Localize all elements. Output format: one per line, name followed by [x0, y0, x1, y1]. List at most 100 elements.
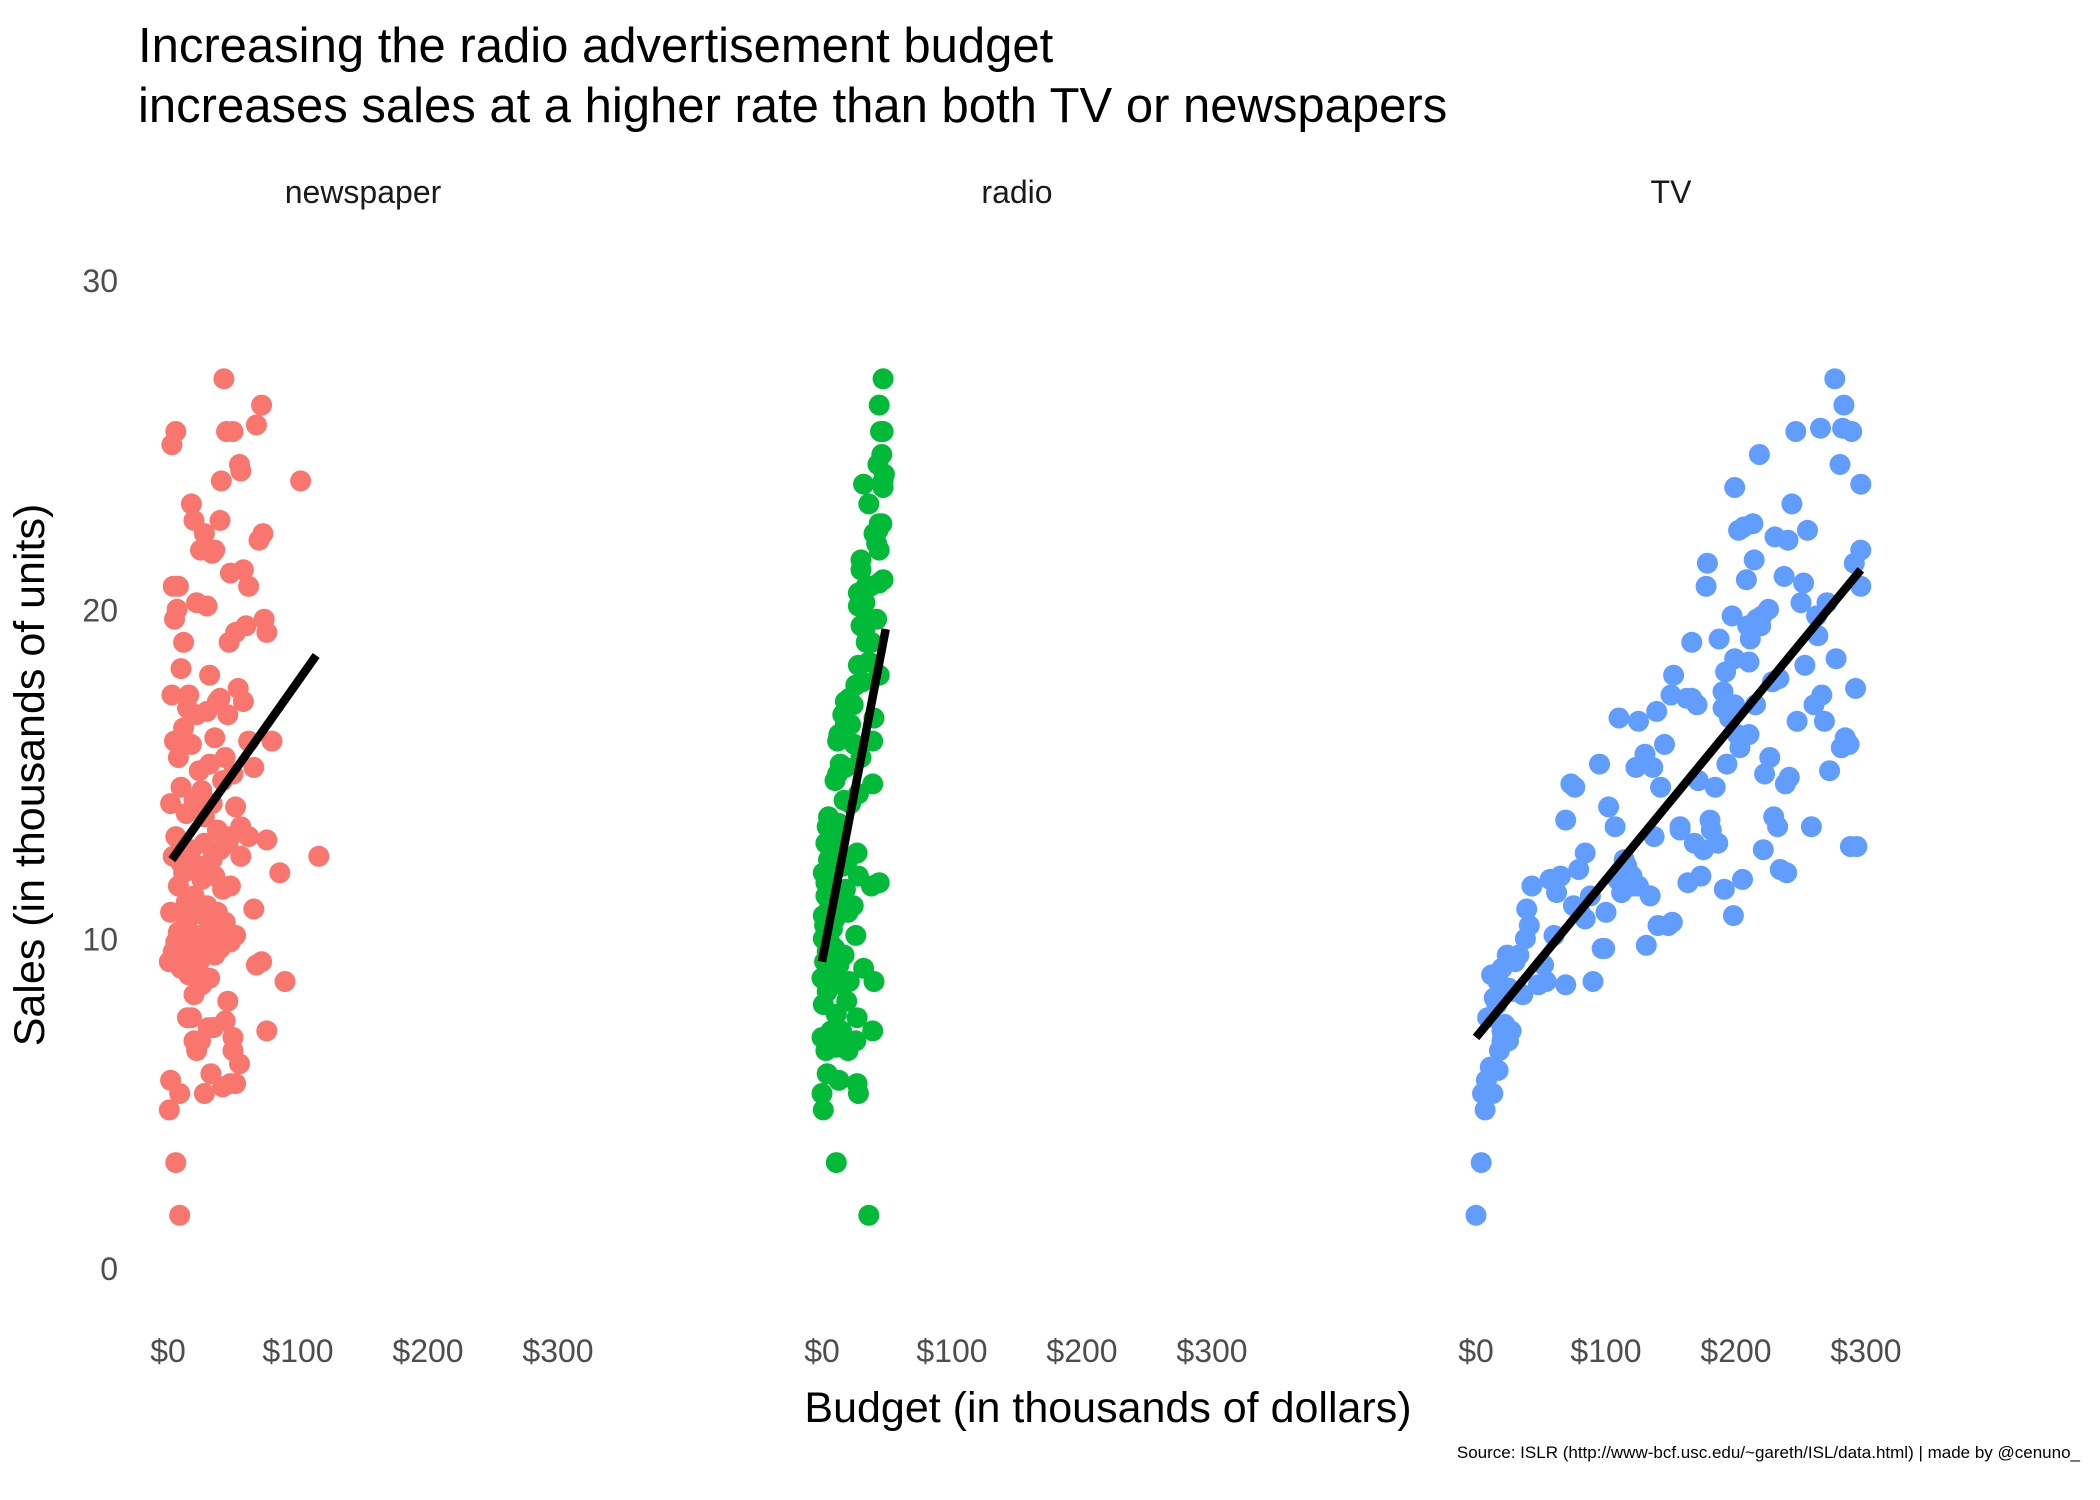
data-point [245, 414, 267, 436]
x-tick-label: $100 [916, 1333, 987, 1369]
data-point [1754, 763, 1776, 785]
data-point [868, 539, 890, 561]
x-tick-label: $300 [1176, 1333, 1247, 1369]
x-tick-label: $100 [1570, 1333, 1641, 1369]
data-point [248, 529, 270, 551]
data-point [1752, 839, 1774, 861]
data-point [213, 368, 235, 390]
data-point [1777, 529, 1799, 551]
data-point [828, 1069, 850, 1091]
data-point [1650, 776, 1672, 798]
data-point [847, 654, 869, 676]
data-point [1555, 974, 1577, 996]
data-point [180, 493, 202, 515]
data-point [209, 509, 231, 531]
data-point [1676, 687, 1698, 709]
data-point [1794, 654, 1816, 676]
data-point [203, 1017, 224, 1039]
data-point [209, 687, 231, 709]
data-point [232, 691, 254, 712]
data-point [158, 951, 180, 973]
data-point [1839, 836, 1861, 857]
x-tick-label: $0 [1458, 1333, 1494, 1369]
data-point [1833, 394, 1855, 416]
data-point [1721, 605, 1743, 627]
x-tick-label: $300 [1830, 1333, 1901, 1369]
data-point [1582, 971, 1604, 992]
data-point [1797, 519, 1818, 541]
x-tick-label: $300 [522, 1333, 593, 1369]
data-point [1604, 816, 1626, 838]
data-point [1790, 592, 1812, 614]
data-point [167, 747, 189, 768]
data-point [1832, 417, 1854, 439]
data-point [180, 1007, 202, 1029]
data-point [811, 1083, 833, 1104]
data-point [858, 1204, 880, 1226]
data-point [1628, 710, 1649, 732]
data-point [837, 1040, 859, 1062]
data-point [1589, 753, 1610, 775]
data-point [210, 470, 232, 492]
data-point [1748, 444, 1770, 465]
data-point [812, 1099, 834, 1121]
data-point [1785, 421, 1807, 442]
data-point [1608, 707, 1630, 729]
data-point [269, 862, 291, 884]
data-point [873, 463, 895, 485]
data-point [1635, 934, 1657, 956]
data-point [1712, 697, 1734, 719]
data-point [1669, 816, 1691, 838]
data-point [230, 845, 252, 867]
facet-strip-label: newspaper [285, 174, 442, 210]
data-point [173, 717, 195, 739]
data-point [1690, 865, 1712, 887]
data-point [166, 598, 188, 620]
data-point [1743, 549, 1765, 571]
x-axis-label: Budget (in thousands of dollars) [804, 1384, 1411, 1432]
y-tick-label: 30 [82, 263, 118, 299]
data-point [169, 1083, 191, 1104]
chart-title-line-1: Increasing the radio advertisement budge… [138, 19, 1054, 73]
data-point [308, 845, 330, 867]
data-point [1773, 565, 1795, 587]
facet-strip-label: radio [981, 174, 1052, 210]
y-axis-label: Sales (in thousands of units) [6, 504, 54, 1047]
data-point [243, 898, 265, 920]
data-point [1516, 898, 1538, 920]
facet-strip-label: TV [1651, 174, 1693, 210]
data-point [196, 595, 218, 617]
data-point [1491, 1030, 1513, 1052]
data-point [872, 421, 894, 442]
data-point [165, 1152, 187, 1174]
data-point [256, 1020, 278, 1042]
data-point [1810, 417, 1831, 439]
data-point [217, 832, 239, 854]
data-point [1707, 832, 1729, 854]
data-point [158, 1099, 180, 1121]
data-point [853, 473, 875, 495]
data-point [1786, 710, 1808, 732]
data-point [1634, 743, 1656, 765]
data-point [1683, 832, 1705, 854]
facet-panel-tv: TV $0 $100 $200 $300 [1458, 174, 1901, 1369]
data-point [1663, 664, 1685, 686]
data-point [1704, 776, 1726, 798]
data-point [160, 901, 182, 923]
data-point [160, 793, 182, 815]
y-tick-label: 10 [82, 922, 118, 958]
data-point [251, 394, 273, 416]
data-point [161, 684, 183, 706]
data-point [1850, 473, 1872, 495]
data-point [238, 575, 260, 597]
data-point [1735, 569, 1757, 591]
data-point [274, 971, 296, 992]
data-point [1732, 868, 1753, 890]
data-point [862, 1020, 884, 1042]
data-point [850, 559, 872, 581]
data-point [1568, 859, 1590, 880]
data-point [169, 1204, 191, 1226]
data-point [1598, 796, 1620, 818]
x-tick-label: $100 [262, 1333, 333, 1369]
data-point [1481, 964, 1503, 986]
